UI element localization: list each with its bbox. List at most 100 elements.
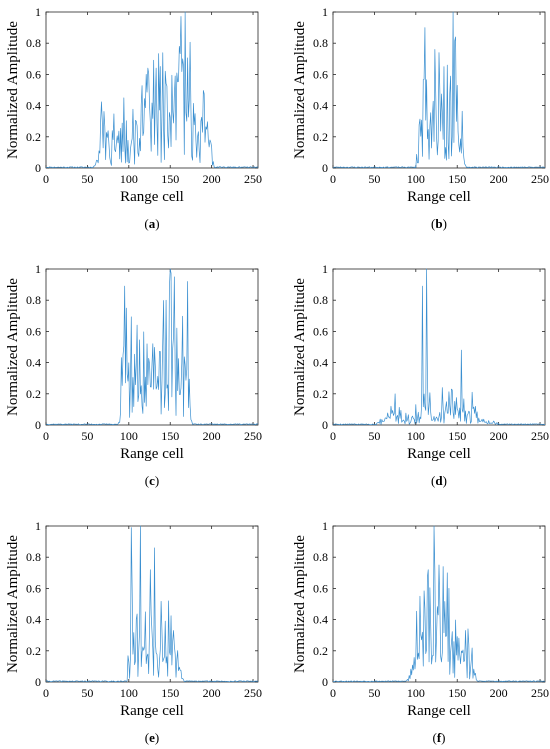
x-tick-label: 0 xyxy=(330,686,336,700)
y-tick-label: 0.6 xyxy=(26,67,41,81)
x-tick-label: 100 xyxy=(120,686,138,700)
chart-panel-c: 0 50 100 150 200 250 0 0.2 0.4 0.6 0.8 1 Range cell N… xyxy=(5,262,262,488)
y-tick-label: 1 xyxy=(322,519,328,533)
x-tick-label: 100 xyxy=(120,172,138,186)
x-tick-label: 100 xyxy=(120,429,138,443)
x-tick-label: 150 xyxy=(448,429,466,443)
x-axis-label: Range cell xyxy=(120,703,184,719)
plot-frame xyxy=(332,525,546,683)
y-tick-label: 0 xyxy=(322,675,328,689)
x-tick-label: 50 xyxy=(368,429,380,443)
plot-frame xyxy=(45,268,259,426)
x-tick-label: 250 xyxy=(244,429,262,443)
x-tick-label: 150 xyxy=(448,686,466,700)
plot-frame xyxy=(45,525,259,683)
y-tick-label: 0.4 xyxy=(313,613,328,627)
y-tick-label: 0 xyxy=(35,675,41,689)
panel-label: (c) xyxy=(145,473,159,488)
y-tick-label: 0.4 xyxy=(26,613,41,627)
x-tick-label: 200 xyxy=(490,172,508,186)
y-tick-label: 0.6 xyxy=(26,581,41,595)
panel-label-part: ) xyxy=(443,473,447,488)
panel-label: (b) xyxy=(431,216,447,231)
panel-label-part: f xyxy=(437,730,442,745)
x-tick-label: 50 xyxy=(81,429,93,443)
chart-panel-b: 0 50 100 150 200 250 0 0.2 0.4 0.6 0.8 1 Range cell N… xyxy=(292,5,549,231)
x-tick-label: 150 xyxy=(161,686,179,700)
y-tick-label: 0 xyxy=(322,161,328,175)
y-tick-label: 0 xyxy=(35,418,41,432)
panel-label: (d) xyxy=(431,473,447,488)
y-tick-label: 0.4 xyxy=(26,356,41,370)
panel-label-part: ) xyxy=(155,216,159,231)
x-tick-label: 50 xyxy=(368,686,380,700)
x-tick-label: 200 xyxy=(203,172,221,186)
panel-label: (e) xyxy=(145,730,159,745)
x-tick-label: 250 xyxy=(244,172,262,186)
panel-label: (a) xyxy=(144,216,159,231)
x-tick-label: 250 xyxy=(531,429,549,443)
series-line xyxy=(332,268,546,426)
panel-label-part: ) xyxy=(441,730,445,745)
chart-panel-d: 0 50 100 150 200 250 0 0.2 0.4 0.6 0.8 1 Range cell N… xyxy=(292,262,549,488)
series-line xyxy=(45,11,259,169)
x-tick-label: 250 xyxy=(531,172,549,186)
x-tick-label: 250 xyxy=(531,686,549,700)
series-line xyxy=(45,525,259,683)
panel-label-part: ) xyxy=(155,473,159,488)
x-tick-label: 200 xyxy=(490,429,508,443)
y-axis-label: Normalized Amplitude xyxy=(292,278,308,416)
x-tick-label: 150 xyxy=(161,429,179,443)
chart-panel-f: 0 50 100 150 200 250 0 0.2 0.4 0.6 0.8 1 Range cell N… xyxy=(292,519,549,745)
panel-label-part: ) xyxy=(443,216,447,231)
series-line xyxy=(45,268,259,426)
plot-frame xyxy=(332,11,546,169)
y-axis-label: Normalized Amplitude xyxy=(292,535,308,673)
y-tick-label: 1 xyxy=(35,262,41,276)
y-tick-label: 0.6 xyxy=(313,324,328,338)
y-tick-label: 0.2 xyxy=(313,387,328,401)
y-tick-label: 0.8 xyxy=(313,550,328,564)
y-tick-label: 0.2 xyxy=(313,644,328,658)
chart-panel-e: 0 50 100 150 200 250 0 0.2 0.4 0.6 0.8 1 Range cell N… xyxy=(5,519,262,745)
y-tick-label: 0.6 xyxy=(313,581,328,595)
y-tick-label: 0.8 xyxy=(26,36,41,50)
x-tick-label: 0 xyxy=(330,172,336,186)
panel-label-part: ( xyxy=(145,473,149,488)
panel-label: (f) xyxy=(432,730,445,745)
x-tick-label: 0 xyxy=(43,429,49,443)
x-tick-label: 50 xyxy=(368,172,380,186)
y-tick-label: 1 xyxy=(322,5,328,19)
x-tick-label: 0 xyxy=(43,172,49,186)
series-line xyxy=(332,525,546,683)
x-tick-label: 0 xyxy=(330,429,336,443)
panel-label-part: ( xyxy=(431,216,435,231)
x-axis-label: Range cell xyxy=(407,189,471,205)
x-tick-label: 200 xyxy=(203,686,221,700)
y-tick-label: 0.8 xyxy=(26,293,41,307)
plot-frame xyxy=(45,11,259,169)
x-tick-label: 50 xyxy=(81,686,93,700)
x-axis-label: Range cell xyxy=(120,189,184,205)
panel-label-part: ) xyxy=(155,730,159,745)
x-tick-label: 0 xyxy=(43,686,49,700)
panel-label-part: ( xyxy=(432,730,436,745)
y-axis-label: Normalized Amplitude xyxy=(292,21,308,159)
panel-label-part: b xyxy=(435,216,442,231)
x-tick-label: 100 xyxy=(407,429,425,443)
y-tick-label: 0.8 xyxy=(313,36,328,50)
panel-label-part: ( xyxy=(431,473,435,488)
panel-label-part: a xyxy=(149,216,156,231)
y-tick-label: 1 xyxy=(322,262,328,276)
y-tick-label: 1 xyxy=(35,519,41,533)
y-axis-label: Normalized Amplitude xyxy=(5,535,21,673)
x-axis-label: Range cell xyxy=(407,446,471,462)
y-axis-label: Normalized Amplitude xyxy=(5,21,21,159)
panel-label-part: e xyxy=(149,730,155,745)
x-tick-label: 200 xyxy=(203,429,221,443)
series-line xyxy=(332,11,546,169)
x-tick-label: 150 xyxy=(448,172,466,186)
y-tick-label: 0.4 xyxy=(313,99,328,113)
y-tick-label: 0.6 xyxy=(313,67,328,81)
x-axis-label: Range cell xyxy=(407,703,471,719)
